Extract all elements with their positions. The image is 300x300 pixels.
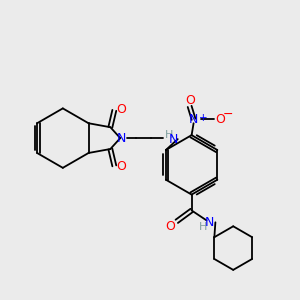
Text: N: N [205,216,214,229]
Text: −: − [223,108,233,121]
Text: O: O [116,103,126,116]
Text: N: N [117,132,126,145]
Text: +: + [199,113,208,123]
Text: O: O [116,160,126,173]
Text: O: O [215,113,225,126]
Text: H: H [199,222,208,232]
Text: H: H [165,130,173,140]
Text: N: N [169,133,178,146]
Text: O: O [165,220,175,233]
Text: N: N [189,113,198,126]
Text: O: O [186,94,196,107]
